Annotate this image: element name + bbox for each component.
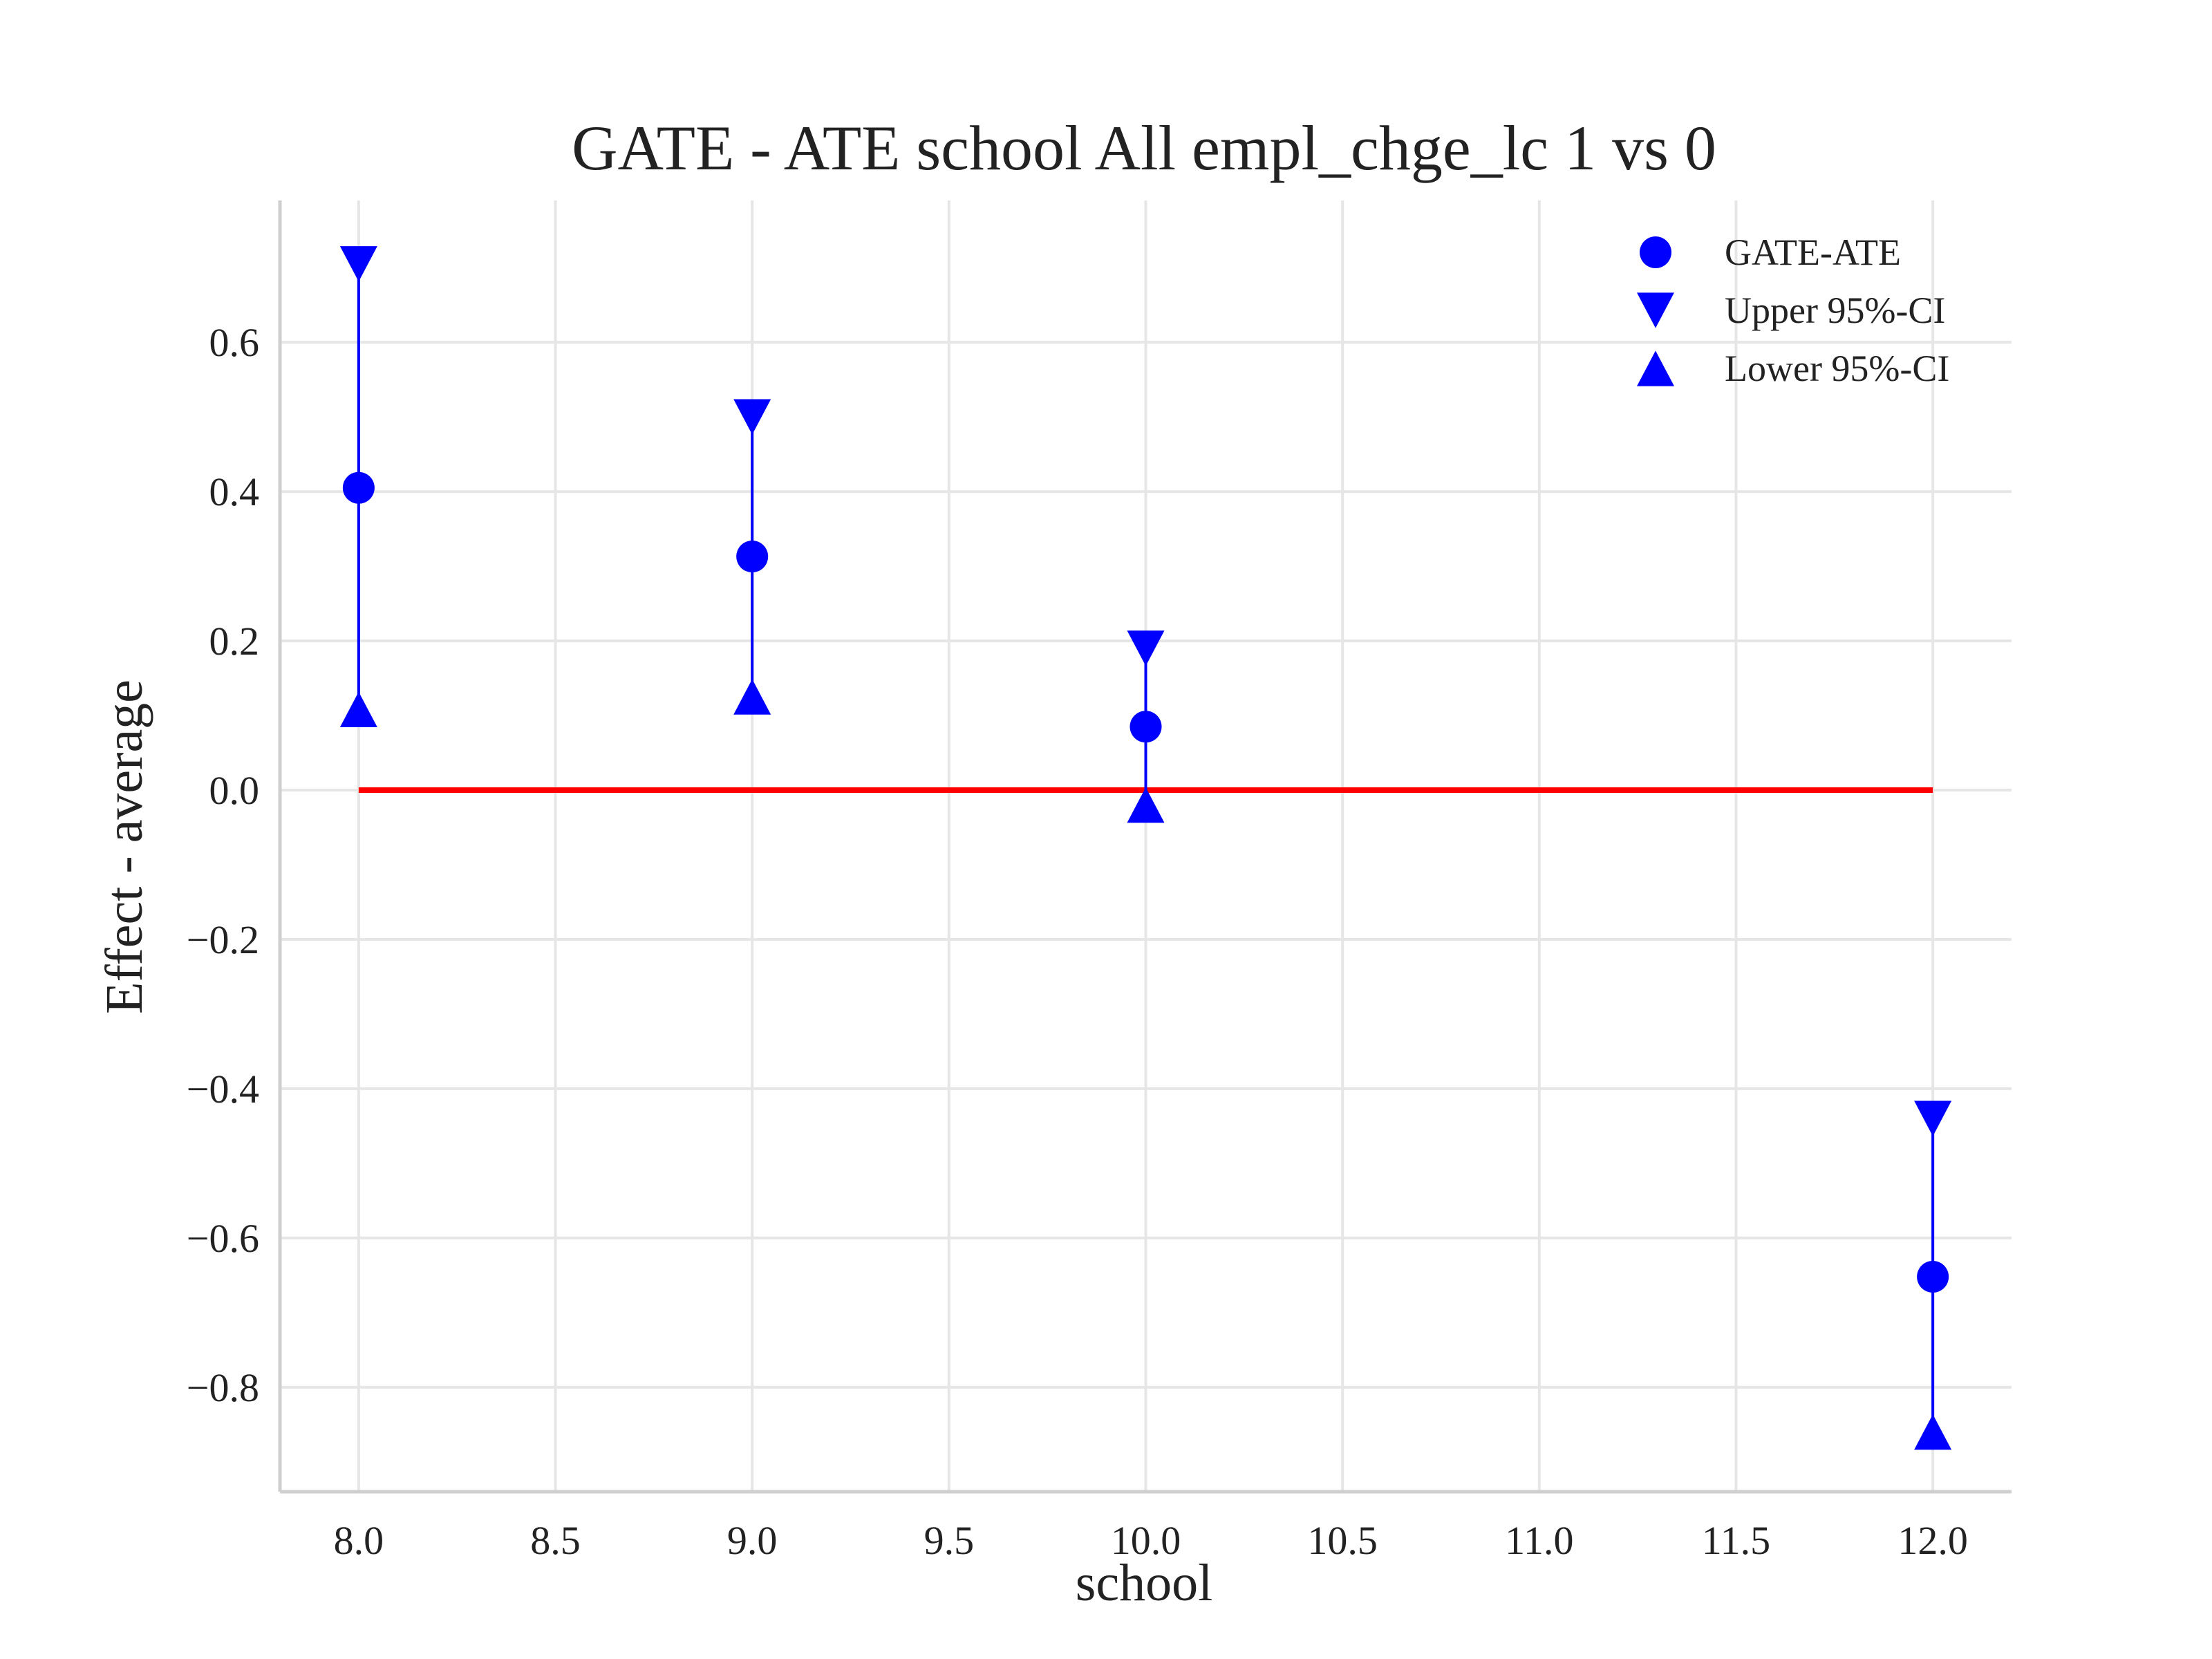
x-tick-labels: 8.0 8.5 9.0 9.5 10.0 10.5 11.0 11.5 12.0 <box>334 1518 1968 1563</box>
legend-upper-marker <box>1637 292 1674 328</box>
marker-layer <box>339 246 1952 1450</box>
y-tick-label: −0.8 <box>187 1365 259 1410</box>
axes-spines <box>278 200 2012 1494</box>
legend-circle-marker <box>1640 236 1671 268</box>
x-tick-label: 9.0 <box>727 1518 778 1563</box>
x-axis-label: school <box>1076 1554 1212 1612</box>
y-tick-label: −0.4 <box>187 1067 259 1112</box>
x-tick-label: 10.0 <box>1111 1518 1181 1563</box>
y-tick-label: 0.2 <box>209 619 260 664</box>
y-tick-label: 0.6 <box>209 320 260 365</box>
y-tick-label: −0.2 <box>187 917 259 962</box>
x-tick-label: 8.0 <box>334 1518 384 1563</box>
upper-ci-marker <box>339 246 377 282</box>
gate-ate-point <box>1917 1261 1949 1293</box>
y-tick-label: −0.6 <box>187 1216 259 1261</box>
gate-ate-point <box>736 541 769 573</box>
lower-ci-marker <box>1914 1414 1952 1450</box>
legend: GATE-ATE Upper 95%-CI Lower 95%-CI <box>1637 232 1949 389</box>
legend-lower-marker <box>1637 350 1674 386</box>
y-tick-label: 0.0 <box>209 768 260 813</box>
x-tick-label: 12.0 <box>1897 1518 1968 1563</box>
lower-ci-marker <box>339 691 377 728</box>
x-tick-label: 11.5 <box>1702 1518 1770 1563</box>
chart-title: GATE - ATE school All empl_chge_lc 1 vs … <box>572 113 1716 183</box>
x-tick-label: 11.0 <box>1505 1518 1573 1563</box>
upper-ci-marker <box>1914 1100 1952 1136</box>
x-tick-label: 8.5 <box>530 1518 581 1563</box>
lower-ci-marker <box>1127 787 1165 823</box>
y-axis-label: Effect - average <box>95 679 153 1014</box>
x-tick-label: 10.5 <box>1307 1518 1378 1563</box>
legend-label: Upper 95%-CI <box>1725 290 1945 331</box>
upper-ci-marker <box>733 399 771 435</box>
upper-ci-marker <box>1127 630 1165 666</box>
gate-ate-point <box>1130 711 1162 743</box>
legend-label: GATE-ATE <box>1725 232 1901 273</box>
y-tick-label: 0.4 <box>209 469 260 514</box>
lower-ci-marker <box>733 679 771 715</box>
x-tick-label: 9.5 <box>924 1518 975 1563</box>
legend-label: Lower 95%-CI <box>1725 348 1949 389</box>
y-tick-labels: 0.6 0.4 0.2 0.0 −0.2 −0.4 −0.6 −0.8 <box>187 320 259 1410</box>
gate-ate-point <box>342 471 375 504</box>
